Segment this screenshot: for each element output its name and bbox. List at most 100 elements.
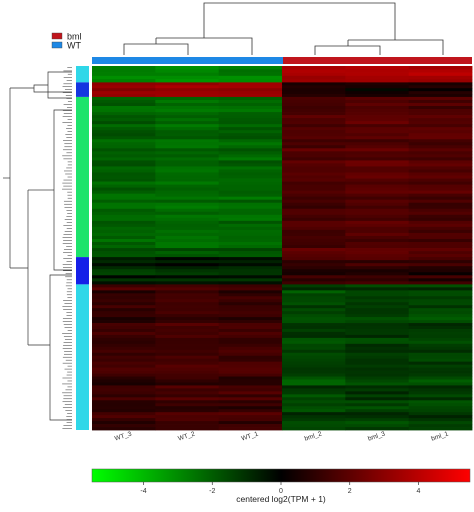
heatmap-cell <box>345 254 410 258</box>
heatmap-cell <box>218 424 283 428</box>
heatmap-cell <box>155 311 220 315</box>
heatmap-cell <box>282 136 346 140</box>
colorbar-gradient <box>91 468 471 483</box>
heatmap-cell <box>92 415 156 419</box>
heatmap-cell <box>282 254 346 258</box>
colorbar-tick-label: -2 <box>209 488 215 495</box>
heatmap-cell <box>408 72 473 77</box>
heatmap-cell <box>155 145 220 149</box>
heatmap-cell <box>155 223 220 228</box>
heatmap-cell <box>282 364 346 368</box>
group-legend: bml WT <box>51 32 82 51</box>
heatmap-cell <box>155 346 220 351</box>
heatmap-cell <box>408 124 473 128</box>
heatmap-cell <box>345 311 410 315</box>
heatmap-cell <box>218 187 283 192</box>
heatmap-cell <box>92 199 156 204</box>
heatmap-cell <box>345 109 410 113</box>
heatmap-cell <box>155 284 220 288</box>
heatmap-cell <box>92 72 156 77</box>
heatmap-cell <box>282 154 346 158</box>
heatmap-cell <box>155 238 220 243</box>
heatmap-cell <box>92 358 156 363</box>
heatmap-cell <box>92 364 156 368</box>
heatmap-cell <box>155 166 220 170</box>
heatmap-cell <box>345 217 410 222</box>
heatmap-cell <box>155 199 220 204</box>
heatmap-cell <box>408 142 473 146</box>
heatmap-cell <box>92 379 156 383</box>
heatmap-cell <box>408 409 473 413</box>
heatmap-cell <box>345 118 410 122</box>
heatmap-cell <box>282 284 346 288</box>
heatmap-cell <box>92 127 156 131</box>
heatmap-cell <box>408 109 473 113</box>
heatmap-cell <box>408 175 473 179</box>
heatmap-cell <box>92 136 156 140</box>
heatmap-cell <box>408 343 473 348</box>
heatmap-cell <box>155 148 220 152</box>
heatmap-cell <box>92 133 156 137</box>
heatmap-cell <box>92 343 156 348</box>
heatmap-cell <box>408 317 473 321</box>
heatmap-cell <box>218 367 283 371</box>
heatmap-cell <box>155 409 220 413</box>
heatmap-cell <box>408 91 473 95</box>
heatmap-cell <box>155 257 220 261</box>
heatmap-cell <box>408 349 473 354</box>
heatmap-cell <box>282 424 346 428</box>
heatmap-cell <box>92 254 156 258</box>
heatmap-cell <box>282 241 346 246</box>
colorbar-tick-label: 2 <box>348 488 352 495</box>
heatmap-cell <box>408 281 473 285</box>
row-cluster-bar <box>76 66 89 430</box>
heatmap-cell <box>408 208 473 213</box>
heatmap-cell <box>345 421 410 425</box>
heatmap-cell <box>408 403 473 407</box>
heatmap-cell <box>92 314 156 318</box>
heatmap-cell <box>92 187 156 192</box>
heatmap-cell <box>218 72 283 77</box>
heatmap-cell <box>92 424 156 428</box>
heatmap-cell <box>345 424 410 428</box>
row-cluster-c1 <box>76 66 89 83</box>
heatmap-cell <box>408 130 473 134</box>
heatmap-cell <box>282 112 346 116</box>
heatmap-cell <box>282 355 346 360</box>
heatmap-cell <box>408 66 473 70</box>
heatmap-cell <box>345 102 410 107</box>
heatmap-cell <box>408 94 473 98</box>
heatmap-cell <box>345 75 410 80</box>
heatmap-cell <box>345 382 410 386</box>
heatmap-cell <box>408 229 473 234</box>
heatmap-cell <box>408 331 473 336</box>
heatmap-cell <box>218 260 283 264</box>
heatmap-cell <box>218 208 283 213</box>
heatmap-cell <box>282 190 346 195</box>
heatmap-cell <box>155 136 220 140</box>
heatmap-cell <box>345 202 410 207</box>
heatmap-cell <box>282 130 346 134</box>
heatmap-cell <box>92 148 156 152</box>
heatmap-cell <box>345 358 410 363</box>
heatmap-cell <box>282 349 346 354</box>
heatmap-cell <box>345 136 410 140</box>
heatmap-cell <box>155 278 220 282</box>
heatmap-cell <box>155 85 220 89</box>
heatmap-cell <box>345 99 410 104</box>
heatmap-cell <box>155 388 220 392</box>
heatmap-cell <box>155 157 220 161</box>
heatmap-cell <box>282 361 346 366</box>
heatmap-cell <box>218 314 283 318</box>
heatmap-cell <box>155 175 220 179</box>
heatmap-cell <box>155 69 220 73</box>
heatmap-cell <box>282 85 346 89</box>
heatmap-cell <box>218 299 283 303</box>
heatmap-cell <box>408 82 473 86</box>
heatmap-cell <box>155 139 220 143</box>
heatmap-cell <box>155 343 220 348</box>
heatmap-cell <box>408 358 473 363</box>
heatmap-cell <box>282 69 346 73</box>
heatmap-cell <box>218 142 283 146</box>
